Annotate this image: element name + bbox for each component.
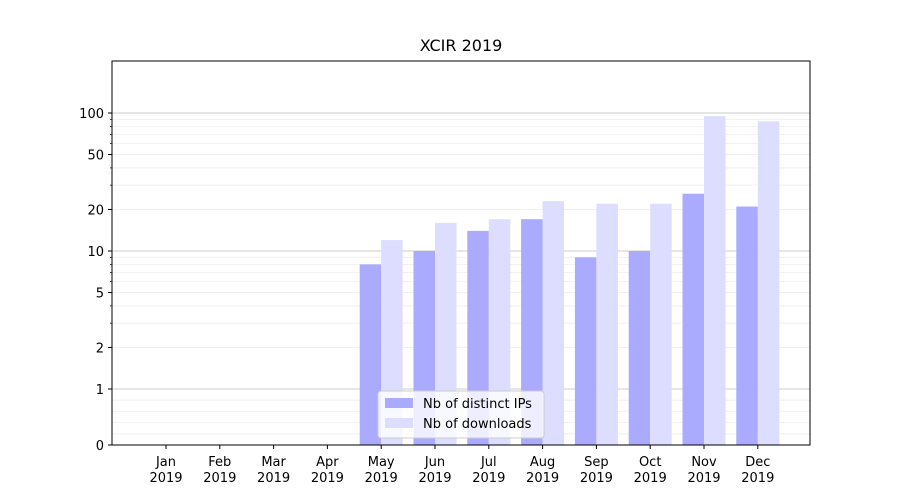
- x-tick-label-month: Aug: [530, 455, 555, 470]
- legend-label: Nb of downloads: [423, 417, 532, 432]
- x-tick-label-year: 2019: [365, 471, 398, 486]
- x-tick-label-month: Jun: [424, 455, 445, 470]
- legend-swatch: [385, 398, 413, 408]
- x-tick-label-month: Mar: [261, 455, 286, 470]
- legend: Nb of distinct IPs Nb of downloads: [378, 391, 544, 438]
- y-tick-label: 2: [96, 341, 104, 356]
- x-tick-label-month: Feb: [208, 455, 231, 470]
- bar-distinct-ips: [736, 207, 758, 445]
- bar-downloads: [704, 116, 726, 445]
- bar-distinct-ips: [575, 257, 597, 445]
- bar-downloads: [650, 204, 672, 445]
- x-tick-label-month: Jan: [155, 455, 176, 470]
- chart: XCIR 2019 0125102050100Jan2019Feb2019Mar…: [0, 0, 900, 500]
- y-tick-label: 5: [96, 287, 104, 302]
- x-tick-label-year: 2019: [741, 471, 774, 486]
- x-tick-label-month: Oct: [639, 455, 661, 470]
- x-tick-label-month: Nov: [691, 455, 717, 470]
- legend-swatch: [385, 418, 413, 428]
- x-tick-label-year: 2019: [472, 471, 505, 486]
- bar-distinct-ips: [629, 251, 651, 445]
- y-tick-label: 100: [79, 107, 104, 122]
- y-tick-label: 50: [87, 149, 104, 164]
- bar-downloads: [596, 204, 618, 445]
- bar-distinct-ips: [683, 194, 705, 445]
- x-tick-label-year: 2019: [580, 471, 613, 486]
- x-tick-label-month: Jul: [480, 455, 497, 470]
- x-tick-label-month: Apr: [316, 455, 339, 470]
- x-tick-label-year: 2019: [634, 471, 667, 486]
- x-tick-label-month: Sep: [584, 455, 609, 470]
- y-tick-label: 1: [96, 383, 104, 398]
- x-tick-label-year: 2019: [203, 471, 236, 486]
- x-tick-label-year: 2019: [526, 471, 559, 486]
- chart-title: XCIR 2019: [420, 36, 503, 55]
- x-tick-label-year: 2019: [149, 471, 182, 486]
- bar-downloads: [758, 121, 780, 445]
- y-tick-label: 0: [96, 439, 104, 454]
- y-tick-label: 10: [87, 245, 104, 260]
- x-tick-label-year: 2019: [311, 471, 344, 486]
- bar-downloads: [543, 201, 565, 445]
- x-tick-label-year: 2019: [257, 471, 290, 486]
- x-tick-label-month: Dec: [745, 455, 770, 470]
- x-tick-label-year: 2019: [418, 471, 451, 486]
- legend-label: Nb of distinct IPs: [423, 397, 532, 412]
- x-tick-label-month: May: [368, 455, 395, 470]
- x-tick-label-year: 2019: [687, 471, 720, 486]
- y-tick-label: 20: [87, 203, 104, 218]
